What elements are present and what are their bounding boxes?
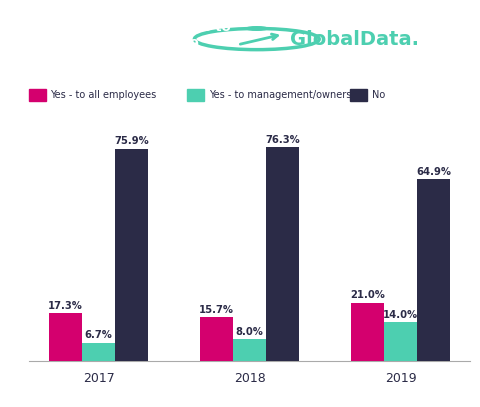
Text: 14.0%: 14.0% [383, 310, 418, 320]
Bar [115, 149, 148, 361]
Bar [233, 339, 266, 361]
Circle shape [246, 27, 267, 30]
Text: 21.0%: 21.0% [350, 290, 385, 300]
Bar [384, 322, 417, 361]
Text: Yes - to management/owners: Yes - to management/owners [209, 90, 351, 100]
Bar [351, 302, 384, 361]
Bar [29, 89, 46, 101]
Text: 6.7%: 6.7% [85, 330, 113, 340]
Text: Source:  GlobalData Insurance Intelligence Center: Source: GlobalData Insurance Intelligenc… [19, 383, 332, 393]
Text: 76.3%: 76.3% [265, 135, 300, 145]
Text: 64.9%: 64.9% [416, 167, 451, 177]
Bar [187, 89, 204, 101]
Text: No: No [372, 90, 385, 100]
Bar [49, 313, 82, 361]
Text: 75.9%: 75.9% [115, 136, 149, 147]
Bar [350, 89, 367, 101]
Bar [266, 147, 300, 361]
Bar [200, 317, 233, 361]
Text: 8.0%: 8.0% [236, 327, 264, 337]
Text: 15.7%: 15.7% [199, 305, 234, 315]
Bar [82, 343, 115, 361]
Text: Yes - to all employees: Yes - to all employees [50, 90, 156, 100]
Bar [417, 179, 450, 361]
Text: GlobalData.: GlobalData. [290, 30, 420, 48]
Text: 17.3%: 17.3% [48, 301, 83, 311]
Text: Percentage of companies that
claimed they offered cycle to
work scheme, 2017-201: Percentage of companies that claimed the… [12, 4, 238, 51]
